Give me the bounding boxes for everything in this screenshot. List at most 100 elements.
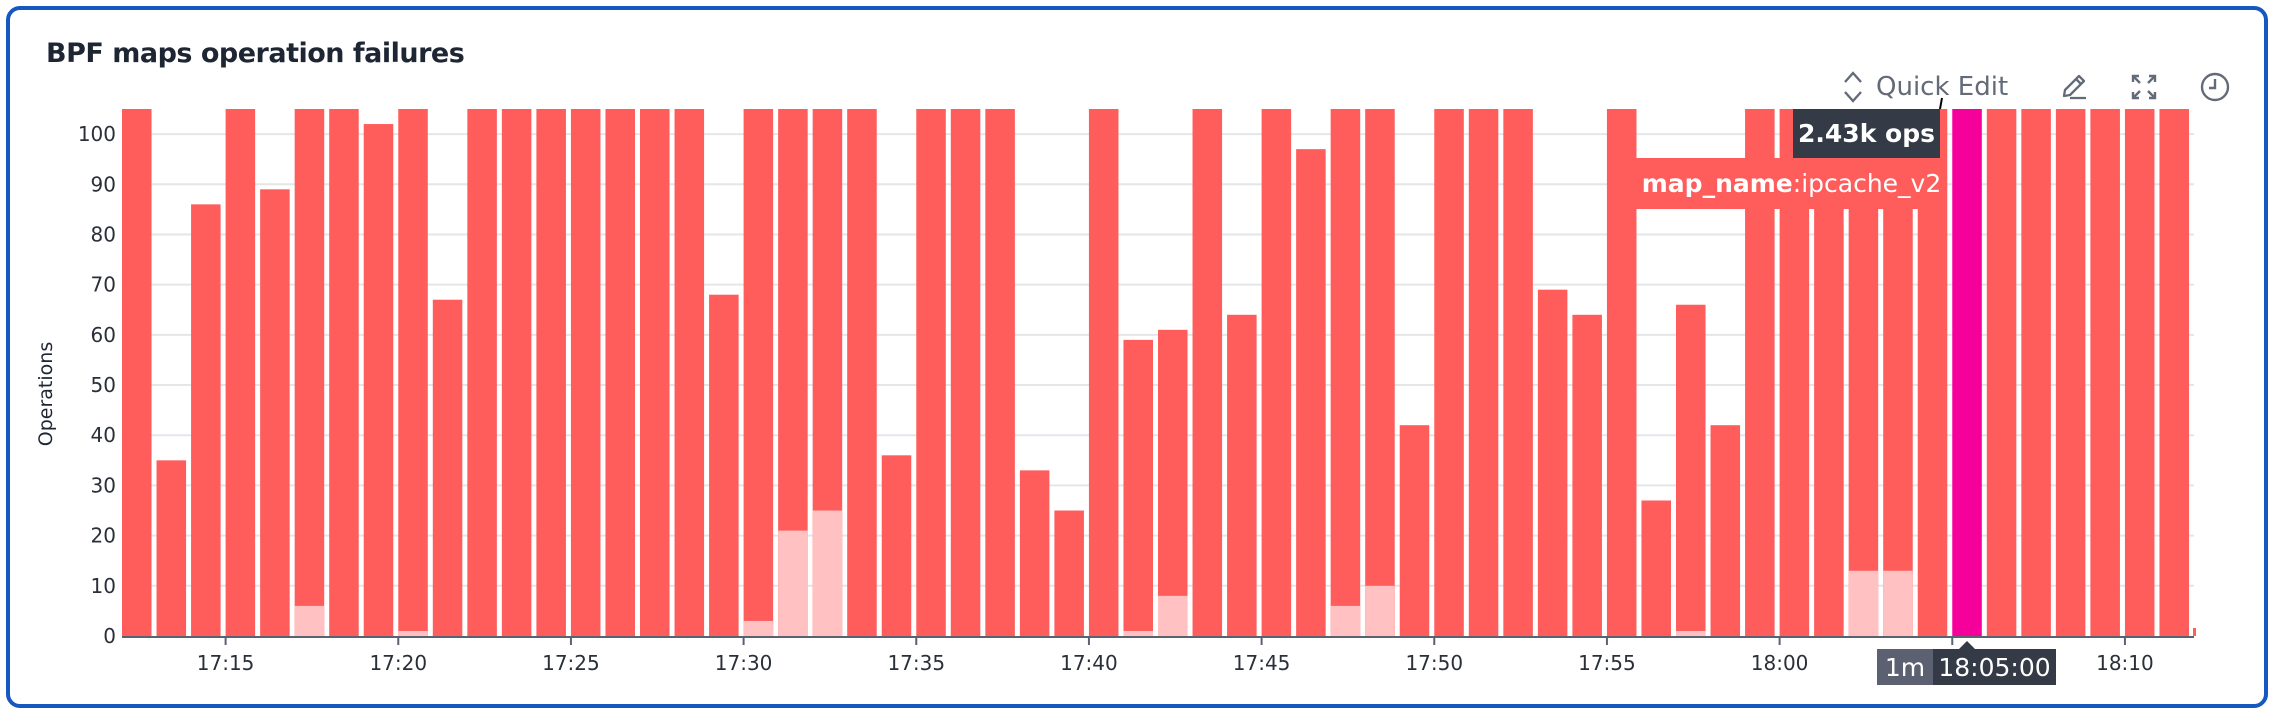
bar-17:17[interactable] xyxy=(294,109,325,636)
bar-17:47[interactable] xyxy=(1330,109,1361,636)
y-tick-label: 80 xyxy=(91,222,116,246)
bar-light-17:57[interactable] xyxy=(1676,630,1706,636)
bar-light-17:41[interactable] xyxy=(1123,630,1153,636)
tooltip-tag-key: map_name xyxy=(1641,169,1793,198)
bar-17:41[interactable] xyxy=(1123,339,1153,636)
bar-17:13[interactable] xyxy=(156,460,187,636)
bar-18:07[interactable] xyxy=(2021,109,2051,636)
bar-partial xyxy=(2193,628,2196,636)
tooltip-tag-sep: : xyxy=(1792,169,1802,198)
bar-17:44[interactable] xyxy=(1227,314,1257,636)
bar-17:52[interactable] xyxy=(1503,109,1533,636)
bar-17:46[interactable] xyxy=(1296,149,1326,636)
bar-light-17:47[interactable] xyxy=(1330,605,1361,636)
bar-17:26[interactable] xyxy=(605,109,635,636)
bar-17:35[interactable] xyxy=(916,109,946,636)
bar-17:21[interactable] xyxy=(432,299,463,636)
bar-17:40[interactable] xyxy=(1088,109,1119,636)
bar-17:56[interactable] xyxy=(1641,500,1671,636)
x-tick-label: 17:20 xyxy=(369,651,427,675)
bar-light-17:31[interactable] xyxy=(778,530,808,636)
y-tick-label: 90 xyxy=(91,172,116,196)
tooltip-tag-value: ipcache_v2 xyxy=(1801,169,1942,198)
bar-17:34[interactable] xyxy=(881,455,912,636)
bar-light-18:03[interactable] xyxy=(1883,570,1913,636)
bar-18:10[interactable] xyxy=(2124,109,2155,636)
y-tick-label: 70 xyxy=(91,273,116,297)
y-tick-label: 100 xyxy=(78,122,116,146)
tooltip-value: 2.43k ops xyxy=(1793,109,1940,158)
cursor-timestamp: 18:05:00 xyxy=(1933,649,2056,685)
bar-17:24[interactable] xyxy=(536,109,566,636)
bar-17:39[interactable] xyxy=(1054,510,1084,636)
bar-17:57[interactable] xyxy=(1676,304,1706,636)
x-tick-label: 17:55 xyxy=(1578,651,1636,675)
bar-17:55[interactable] xyxy=(1606,109,1637,636)
fullscreen-button[interactable] xyxy=(2130,66,2158,108)
bar-17:18[interactable] xyxy=(329,109,359,636)
bar-17:51[interactable] xyxy=(1468,109,1499,636)
bar-17:43[interactable] xyxy=(1192,109,1223,636)
bar-17:45[interactable] xyxy=(1261,109,1292,636)
x-tick-label: 17:50 xyxy=(1405,651,1463,675)
bar-17:37[interactable] xyxy=(985,109,1015,636)
y-tick-label: 30 xyxy=(91,473,116,497)
bar-17:29[interactable] xyxy=(709,294,739,636)
bar-17:54[interactable] xyxy=(1572,314,1602,636)
x-tick-label: 18:00 xyxy=(1751,651,1809,675)
y-axis-label: Operations xyxy=(35,342,57,446)
pencil-icon xyxy=(2062,74,2086,100)
bar-17:25[interactable] xyxy=(570,109,601,636)
tooltip-tag: map_name: ipcache_v2 xyxy=(1636,158,1947,209)
bar-light-17:48[interactable] xyxy=(1365,585,1395,636)
bar-light-17:20[interactable] xyxy=(398,630,428,636)
bar-17:28[interactable] xyxy=(674,109,705,636)
y-tick-label: 50 xyxy=(91,373,116,397)
quick-edit-label: Quick Edit xyxy=(1876,72,2009,102)
bar-17:30[interactable] xyxy=(743,109,774,636)
bar-18:11[interactable] xyxy=(2159,109,2189,636)
bar-17:53[interactable] xyxy=(1537,289,1568,636)
bar-17:12[interactable] xyxy=(122,109,152,636)
bar-17:50[interactable] xyxy=(1434,109,1464,636)
x-tick-label: 18:10 xyxy=(2096,651,2154,675)
bar-17:42[interactable] xyxy=(1158,329,1188,636)
bar-17:22[interactable] xyxy=(467,109,497,636)
time-button[interactable] xyxy=(2199,66,2231,108)
bar-18:06[interactable] xyxy=(1986,109,2017,636)
bar-light-17:42[interactable] xyxy=(1158,595,1188,636)
bar-17:19[interactable] xyxy=(363,124,394,637)
bar-light-17:30[interactable] xyxy=(743,620,774,636)
y-tick-label: 60 xyxy=(91,323,116,347)
bar-17:33[interactable] xyxy=(847,109,877,636)
bar-17:14[interactable] xyxy=(191,204,221,636)
widget-title: BPF maps operation failures xyxy=(46,38,465,69)
bar-17:15[interactable] xyxy=(225,109,256,636)
cursor-time-label: 1m 18:05:00 xyxy=(1877,649,2056,685)
bar-17:49[interactable] xyxy=(1399,425,1430,636)
bar-17:36[interactable] xyxy=(950,109,981,636)
bar-light-17:17[interactable] xyxy=(294,605,325,636)
clock-icon xyxy=(2200,72,2230,102)
quick-edit-button[interactable]: Quick Edit xyxy=(1842,66,2008,108)
bar-17:20[interactable] xyxy=(398,109,428,636)
x-tick-label: 17:35 xyxy=(887,651,945,675)
bar-17:58[interactable] xyxy=(1710,425,1741,636)
bar-17:23[interactable] xyxy=(501,109,532,636)
y-tick-label: 10 xyxy=(91,574,116,598)
x-tick-label: 17:45 xyxy=(1233,651,1291,675)
bar-light-17:32[interactable] xyxy=(812,510,843,636)
bar-17:27[interactable] xyxy=(640,109,670,636)
bar-17:48[interactable] xyxy=(1365,109,1395,636)
bar-light-18:02[interactable] xyxy=(1848,570,1879,636)
bar-17:38[interactable] xyxy=(1019,470,1050,636)
x-tick-label: 17:15 xyxy=(197,651,255,675)
bar-18:08[interactable] xyxy=(2055,109,2086,636)
y-tick-label: 0 xyxy=(103,624,116,648)
cursor-interval: 1m xyxy=(1877,649,1933,685)
edit-button[interactable] xyxy=(2058,66,2090,108)
bar-17:16[interactable] xyxy=(260,189,290,637)
bar-18:09[interactable] xyxy=(2090,109,2120,636)
bar-18:05[interactable] xyxy=(1952,109,1982,636)
